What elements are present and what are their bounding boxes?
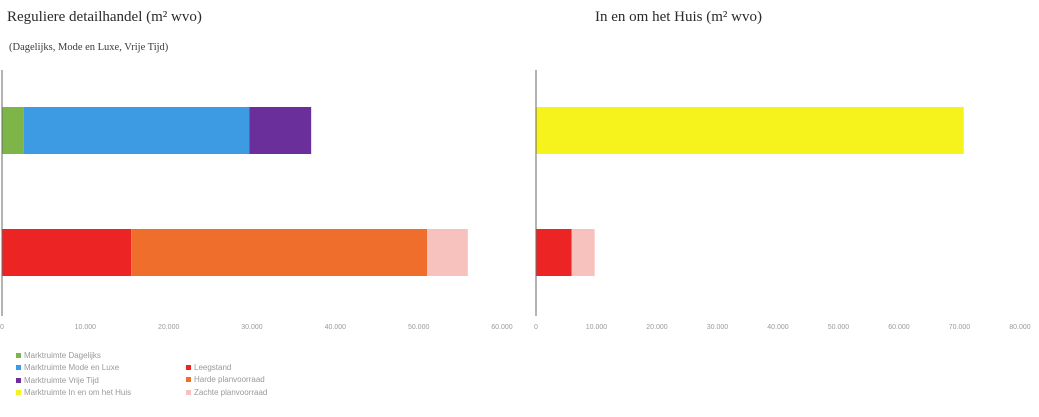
legend-swatch bbox=[186, 364, 191, 370]
chart1-bar1-segment-marktruimte-vrije-tijd bbox=[249, 107, 312, 154]
chart1-x-tick-label: 20.000 bbox=[158, 324, 180, 331]
legend-item-marktruimte-mode-en-luxe: Marktruimte Mode en Luxe bbox=[16, 362, 131, 375]
legend-item-marktruimte-dagelijks: Marktruimte Dagelijks bbox=[16, 349, 131, 362]
legend-item-harde-planvoorraad: Harde planvoorraad bbox=[186, 374, 267, 387]
chart2-x-tick-label: 30.000 bbox=[707, 324, 729, 331]
legend-label: Marktruimte Dagelijks bbox=[24, 350, 101, 360]
chart2-bar2-segment-leegstand bbox=[536, 229, 572, 276]
chart1-bar1-segment-marktruimte-dagelijks bbox=[2, 107, 24, 154]
chart1-title: Reguliere detailhandel (m² wvo) bbox=[7, 9, 202, 25]
chart2-title: In en om het Huis (m² wvo) bbox=[595, 9, 762, 25]
legend-item-zachte-planvoorraad: Zachte planvoorraad bbox=[186, 386, 267, 399]
chart2-bar2-segment-zachte-planvoorraad bbox=[571, 229, 595, 276]
chart1-x-tick-label: 50.000 bbox=[408, 324, 430, 331]
chart1-x-tick-label: 60.000 bbox=[491, 324, 513, 331]
legend-label: Harde planvoorraad bbox=[194, 375, 265, 385]
chart1-x-tick-label: 10.000 bbox=[75, 324, 97, 331]
legend-right: Leegstand Harde planvoorraad Zachte plan… bbox=[186, 361, 267, 399]
chart2-x-tick-label: 10.000 bbox=[586, 324, 608, 331]
chart1-bar2-segment-harde-planvoorraad bbox=[131, 229, 428, 276]
legend-item-marktruimte-vrije-tijd: Marktruimte Vrije Tijd bbox=[16, 374, 131, 387]
legend-label: Leegstand bbox=[194, 362, 232, 372]
chart2-bar1-segment-marktruimte-in-en-om-het-huis bbox=[536, 107, 964, 154]
chart1-x-tick-label: 0 bbox=[0, 324, 4, 331]
legend-label: Marktruimte In en om het Huis bbox=[24, 388, 132, 398]
legend-label: Marktruimte Mode en Luxe bbox=[24, 363, 120, 373]
chart2-x-tick-label: 60.000 bbox=[888, 324, 910, 331]
chart2-x-tick-label: 80.000 bbox=[1009, 324, 1031, 331]
chart1-bar1-segment-marktruimte-mode-en-luxe bbox=[23, 107, 250, 154]
chart1-subtitle: (Dagelijks, Mode en Luxe, Vrije Tijd) bbox=[9, 42, 169, 53]
legend-item-marktruimte-in-en-om-het-huis: Marktruimte In en om het Huis bbox=[16, 387, 131, 400]
chart2-x-tick-label: 40.000 bbox=[767, 324, 789, 331]
legend-swatch bbox=[16, 352, 21, 358]
legend-swatch bbox=[16, 390, 21, 396]
chart1-x-tick-label: 30.000 bbox=[241, 324, 263, 331]
legend-swatch bbox=[16, 377, 21, 383]
chart1-x-tick-label: 40.000 bbox=[325, 324, 347, 331]
legend-label: Zachte planvoorraad bbox=[194, 387, 268, 397]
legend-left: Marktruimte Dagelijks Marktruimte Mode e… bbox=[16, 349, 131, 399]
chart2-x-tick-label: 0 bbox=[534, 324, 538, 331]
legend-swatch bbox=[186, 389, 191, 395]
chart2-x-tick-label: 20.000 bbox=[646, 324, 668, 331]
legend-swatch bbox=[16, 365, 21, 371]
legend-item-leegstand: Leegstand bbox=[186, 361, 267, 374]
chart2-x-tick-label: 50.000 bbox=[828, 324, 850, 331]
chart1-bar2-segment-leegstand bbox=[2, 229, 132, 276]
chart2-x-tick-label: 70.000 bbox=[949, 324, 971, 331]
legend-label: Marktruimte Vrije Tijd bbox=[24, 375, 99, 385]
chart1-bar2-segment-zachte-planvoorraad bbox=[427, 229, 468, 276]
legend-swatch bbox=[186, 377, 191, 383]
